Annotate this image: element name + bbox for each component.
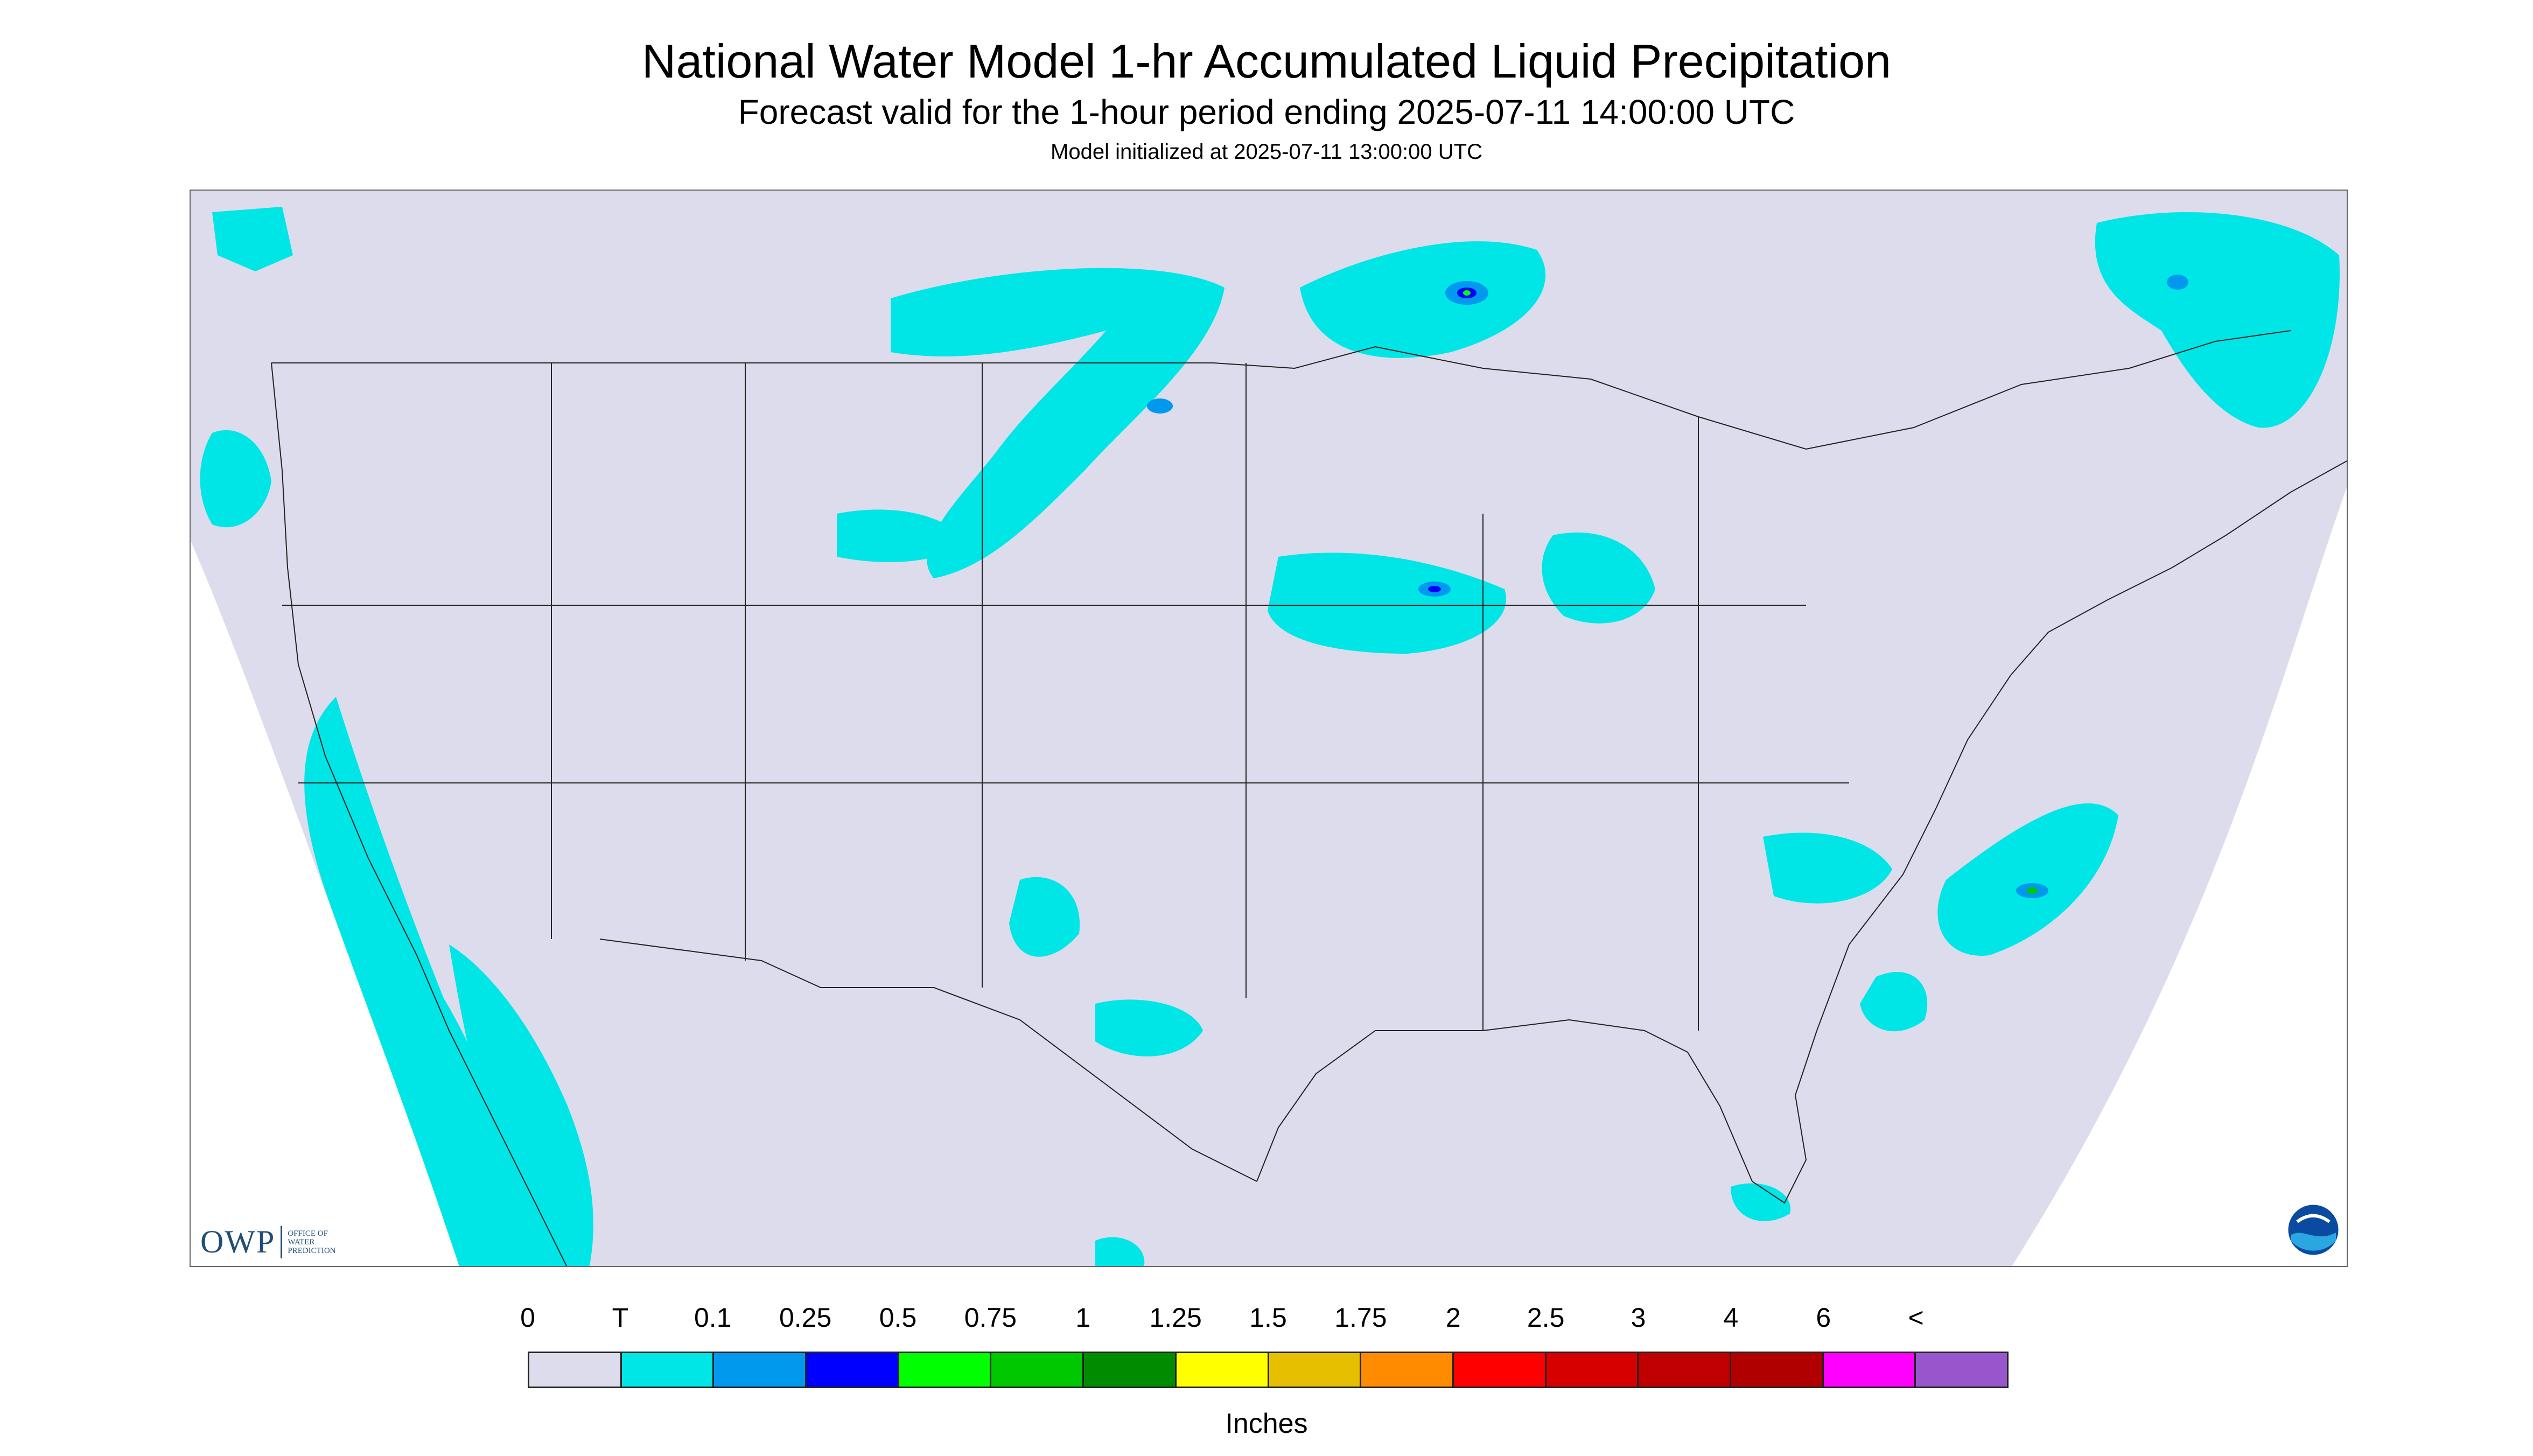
precip-montana-dakotas (891, 268, 1224, 578)
forecast-valid-subtitle: Forecast valid for the 1-hour period end… (738, 93, 1795, 131)
precip-spot-atlantic-core (2027, 887, 2038, 894)
precip-minnesota-iowa (1268, 552, 1507, 654)
precip-spot-quebec (2167, 275, 2188, 290)
colorbar-tick-label: 0.1 (694, 1303, 732, 1333)
precip-carolinas (1763, 832, 1892, 904)
colorbar-tick-label: 1.5 (1249, 1303, 1287, 1333)
precip-spot-north-dakota (1147, 398, 1173, 414)
colorbar-swatch (1546, 1353, 1639, 1387)
colorbar-swatch (714, 1353, 807, 1387)
precip-wyoming (837, 509, 966, 562)
colorbar-swatch (1361, 1353, 1454, 1387)
gulf-coastline (1256, 1019, 1817, 1204)
owp-logo-divider (281, 1226, 283, 1258)
precip-atlantic-se (1937, 803, 2118, 956)
colorbar-tick-label: 2.5 (1527, 1303, 1565, 1333)
precip-pacific-nw (200, 430, 271, 528)
colorbar-tick-label: 1.75 (1334, 1303, 1387, 1333)
precipitation-map (190, 190, 2348, 1267)
atlantic-coastline (1816, 460, 2347, 1031)
precip-spot-minnesota-core (1428, 586, 1441, 592)
owp-logo: OWP OFFICE OF WATER PREDICTION (200, 1223, 336, 1261)
colorbar-tick-label: < (1908, 1303, 1924, 1333)
precip-texas (1095, 999, 1203, 1056)
colorbar-swatch (1453, 1353, 1547, 1387)
colorbar-swatch (621, 1353, 715, 1387)
precip-mexico-west (449, 944, 593, 1266)
colorbar-swatch (1823, 1353, 1916, 1387)
us-mexico-border (599, 939, 1257, 1182)
precip-atlantic-offshore (1860, 972, 1928, 1032)
map-title: National Water Model 1-hr Accumulated Li… (641, 34, 1892, 88)
precip-florida-keys (1731, 1183, 1791, 1221)
colorbar-swatch (529, 1353, 622, 1387)
colorbar-tick-label: 0 (520, 1303, 535, 1333)
colorbar-swatch (1269, 1353, 1362, 1387)
precip-heavier-spots (1147, 275, 2188, 898)
colorbar-swatch (1639, 1353, 1731, 1387)
colorbar-swatch (1731, 1353, 1824, 1387)
colorbar-tick-label: 0.25 (779, 1303, 832, 1333)
colorbar-tick-label: T (612, 1303, 629, 1333)
precip-oklahoma (1009, 877, 1080, 957)
colorbar-units: Inches (1225, 1408, 1308, 1439)
owp-logo-subtext: OFFICE OF WATER PREDICTION (288, 1229, 336, 1255)
colorbar-swatch (807, 1353, 899, 1387)
precip-ontario (1300, 241, 1546, 358)
colorbar-tick-label: 0.5 (879, 1303, 917, 1333)
colorbar-tick-label: 6 (1816, 1303, 1831, 1333)
precip-quebec-east (2095, 212, 2340, 428)
colorbar-tick-label: 2 (1445, 1303, 1461, 1333)
colorbar-swatch (1084, 1353, 1177, 1387)
colorbar-swatch (1916, 1353, 2007, 1387)
model-domain (191, 191, 2347, 1266)
colorbar-tick-label: 0.75 (964, 1303, 1017, 1333)
precip-pacific-southwest (304, 697, 524, 1266)
precip-canada-west (212, 207, 293, 271)
precip-mexico-south (1095, 1237, 1145, 1266)
colorbar-tick-label: 1.25 (1149, 1303, 1202, 1333)
colorbar-tick-label: 3 (1631, 1303, 1646, 1333)
colorbar-labels: 0 T 0.1 0.25 0.5 0.75 1 1.25 1.5 1.75 2 2.5 3 4 6 < (520, 1303, 2009, 1336)
pacific-coastline (271, 362, 568, 1266)
owp-logo-text: OWP (200, 1224, 276, 1259)
noaa-logo-icon (2286, 1203, 2340, 1257)
colorbar-swatch (991, 1353, 1084, 1387)
map-borders (271, 330, 2347, 1266)
colorbar-tick-label: 1 (1075, 1303, 1091, 1333)
precip-colorbar (528, 1352, 2009, 1388)
precip-michigan (1542, 532, 1655, 624)
colorbar-tick-label: 4 (1723, 1303, 1739, 1333)
colorbar-swatch (899, 1353, 992, 1387)
model-init-line: Model initialized at 2025-07-11 13:00:00… (1051, 140, 1482, 164)
precip-spot-ontario-peak (1463, 290, 1471, 296)
colorbar-swatch (1176, 1353, 1269, 1387)
precip-trace-areas (200, 207, 2340, 1266)
